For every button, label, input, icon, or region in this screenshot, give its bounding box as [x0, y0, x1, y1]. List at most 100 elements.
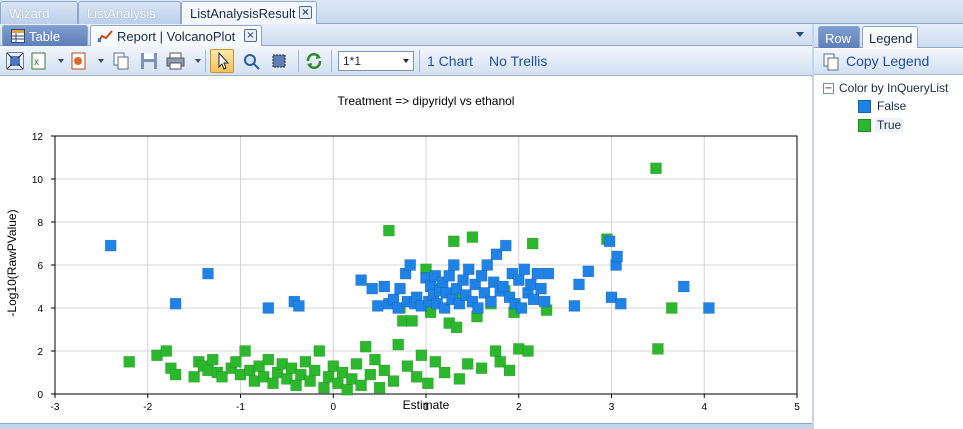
data-point-true[interactable]	[438, 366, 451, 379]
data-point-true[interactable]	[160, 345, 173, 357]
data-point-true[interactable]	[392, 338, 405, 351]
data-point-true[interactable]	[267, 377, 279, 390]
data-point-true[interactable]	[369, 353, 381, 366]
data-point-true[interactable]	[308, 364, 321, 377]
refresh-icon[interactable]	[305, 52, 323, 70]
data-point-true[interactable]	[299, 355, 312, 368]
tabs-dropdown-icon[interactable]	[796, 32, 804, 37]
data-point-false[interactable]	[531, 267, 544, 280]
export-powerpoint-caret-icon[interactable]	[98, 59, 104, 63]
data-point-false[interactable]	[394, 282, 406, 295]
export-excel-icon[interactable]: x	[30, 52, 48, 70]
data-point-true[interactable]	[327, 360, 340, 372]
data-point-false[interactable]	[447, 259, 460, 271]
data-point-true[interactable]	[378, 364, 391, 377]
tab-listanalysisresult[interactable]: ListAnalysisResult ×	[181, 1, 317, 24]
data-point-true[interactable]	[290, 379, 302, 392]
data-point-true[interactable]	[401, 360, 414, 372]
data-point-false[interactable]	[614, 297, 627, 310]
print-caret-icon[interactable]	[195, 59, 201, 63]
data-point-true[interactable]	[526, 237, 539, 250]
data-point-false[interactable]	[506, 267, 519, 280]
data-point-true[interactable]	[461, 358, 474, 370]
data-point-true[interactable]	[475, 362, 488, 375]
data-point-true[interactable]	[410, 370, 423, 383]
copy-legend-button[interactable]: Copy Legend	[814, 49, 963, 75]
data-point-true[interactable]	[123, 355, 135, 368]
data-point-true[interactable]	[304, 375, 316, 387]
data-point-false[interactable]	[371, 300, 384, 312]
data-point-false[interactable]	[438, 302, 451, 314]
data-point-false[interactable]	[460, 289, 472, 301]
data-point-false[interactable]	[457, 274, 469, 286]
data-point-false[interactable]	[481, 259, 494, 271]
data-point-false[interactable]	[202, 267, 214, 280]
data-point-true[interactable]	[387, 375, 400, 387]
collapse-toggle-icon[interactable]: −	[823, 83, 834, 94]
pointer-tool-icon[interactable]	[210, 49, 234, 73]
data-point-false[interactable]	[527, 293, 540, 306]
export-powerpoint-icon[interactable]	[70, 52, 88, 70]
data-point-false[interactable]	[703, 302, 715, 314]
data-point-true[interactable]	[350, 358, 363, 370]
data-point-false[interactable]	[293, 300, 305, 312]
print-icon[interactable]	[166, 52, 185, 70]
data-point-false[interactable]	[512, 274, 525, 286]
data-point-true[interactable]	[453, 373, 466, 385]
data-point-false[interactable]	[450, 282, 463, 295]
data-point-true[interactable]	[336, 366, 349, 379]
data-point-true[interactable]	[650, 162, 662, 175]
data-point-true[interactable]	[652, 343, 664, 355]
data-point-true[interactable]	[216, 370, 228, 383]
data-point-true[interactable]	[489, 345, 502, 357]
data-point-true[interactable]	[262, 353, 275, 366]
data-point-true[interactable]	[257, 370, 270, 383]
data-point-false[interactable]	[472, 302, 484, 314]
data-point-false[interactable]	[485, 295, 497, 308]
trellis-button[interactable]: No Trellis	[489, 53, 548, 69]
data-point-true[interactable]	[406, 315, 418, 327]
data-point-true[interactable]	[230, 355, 242, 368]
tab-listanalysis[interactable]: ListAnalysis	[78, 1, 181, 24]
legend-item-false[interactable]: False	[877, 99, 907, 113]
data-point-true[interactable]	[341, 383, 354, 396]
data-point-false[interactable]	[538, 295, 551, 308]
data-point-true[interactable]	[285, 362, 298, 375]
data-point-false[interactable]	[404, 259, 417, 271]
data-point-true[interactable]	[494, 355, 507, 368]
data-point-false[interactable]	[366, 282, 379, 295]
volcano-plot[interactable]: Treatment => dipyridyl vs ethanol -3 -2 -1…	[0, 77, 812, 423]
volcano-plot-area[interactable]: Treatment => dipyridyl vs ethanol -3 -2 -1…	[0, 77, 812, 423]
select-region-icon[interactable]	[270, 52, 288, 70]
data-point-false[interactable]	[478, 287, 491, 299]
data-point-false[interactable]	[262, 302, 275, 314]
data-point-true[interactable]	[294, 368, 307, 381]
data-point-false[interactable]	[104, 239, 117, 252]
data-point-false[interactable]	[169, 297, 182, 310]
data-point-true[interactable]	[355, 379, 367, 392]
data-point-false[interactable]	[677, 280, 690, 293]
layout-select[interactable]: 1*1	[338, 51, 414, 71]
close-tab-icon[interactable]: ×	[299, 6, 312, 19]
data-point-false[interactable]	[515, 302, 528, 314]
data-point-false[interactable]	[568, 300, 581, 312]
copy-icon[interactable]	[112, 52, 130, 70]
data-point-false[interactable]	[499, 239, 512, 252]
close-report-tab-icon[interactable]: ×	[244, 29, 257, 42]
data-point-true[interactable]	[522, 345, 534, 357]
data-point-true[interactable]	[364, 368, 377, 381]
data-point-false[interactable]	[603, 235, 616, 248]
data-point-true[interactable]	[503, 364, 516, 377]
data-point-false[interactable]	[573, 278, 585, 291]
data-point-true[interactable]	[447, 235, 460, 248]
data-point-true[interactable]	[239, 345, 251, 357]
tab-report-volcanoplot[interactable]: Report | VolcanoPlot ×	[90, 25, 262, 46]
tab-wizard[interactable]: Wizard	[0, 1, 78, 24]
data-point-true[interactable]	[450, 321, 463, 334]
data-point-false[interactable]	[462, 263, 475, 276]
data-point-true[interactable]	[373, 381, 386, 394]
data-point-false[interactable]	[355, 274, 367, 286]
data-point-false[interactable]	[518, 263, 531, 276]
data-point-true[interactable]	[345, 373, 358, 385]
data-point-true[interactable]	[665, 302, 678, 314]
